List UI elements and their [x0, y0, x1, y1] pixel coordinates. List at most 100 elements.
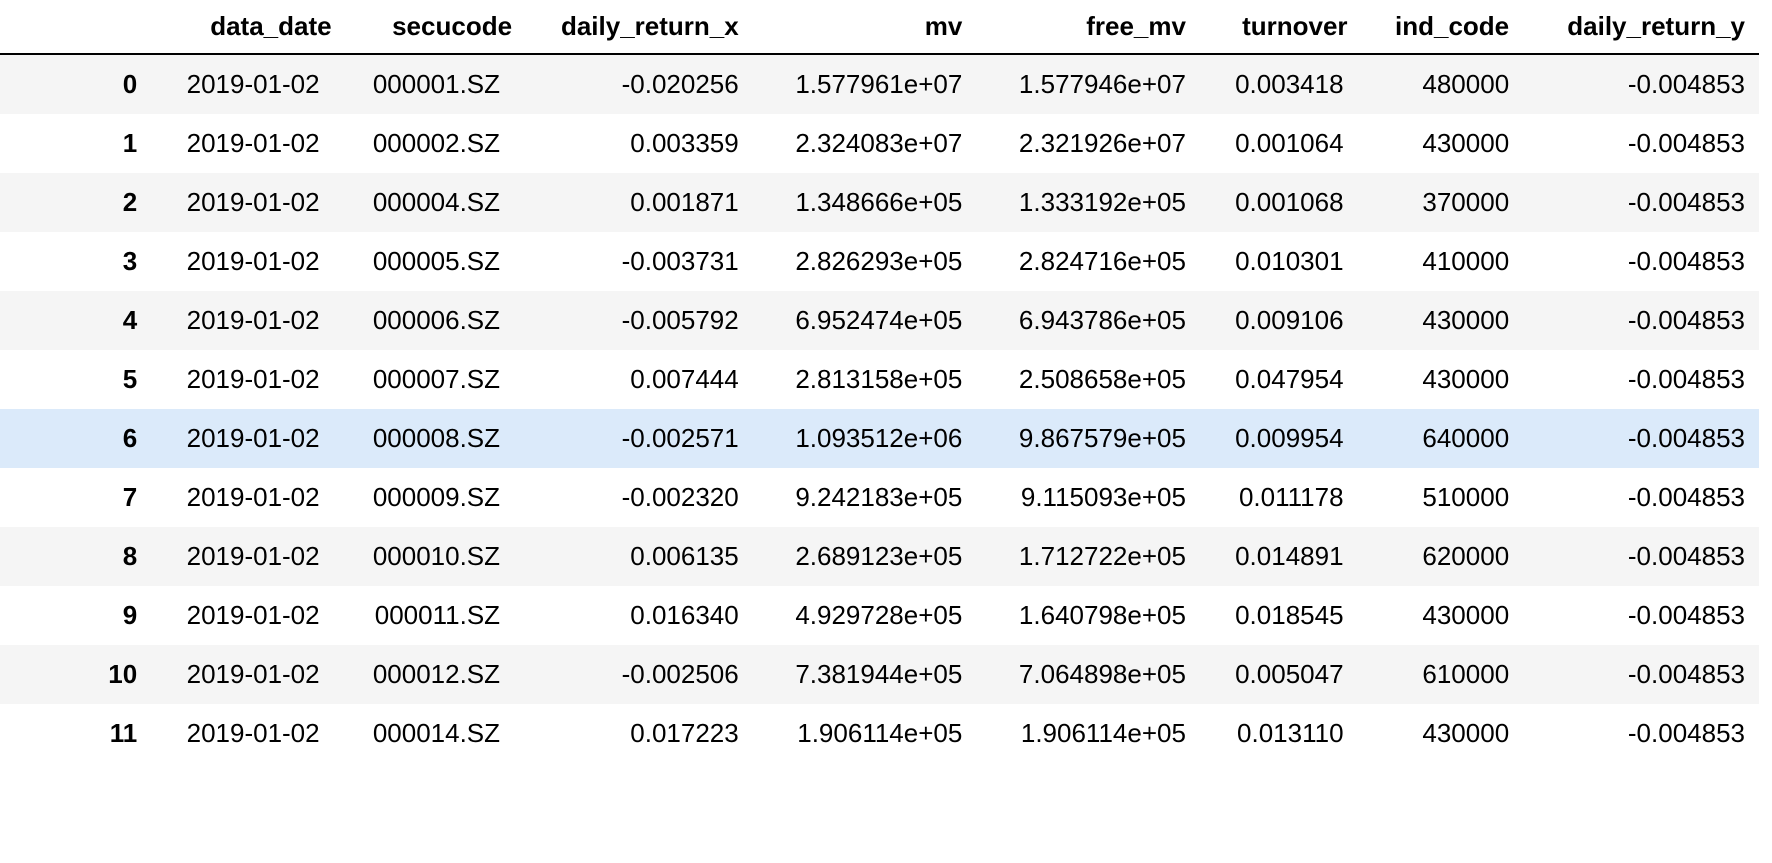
cell-index: 7 — [122, 482, 138, 512]
cell-daily-return-y: -0.004853 — [1627, 541, 1745, 571]
cell-free-mv: 9.867579e+05 — [1018, 423, 1186, 453]
cell-ind-code: 480000 — [1422, 69, 1510, 99]
cell-mv: 1.348666e+05 — [795, 187, 963, 217]
cell-index: 11 — [109, 718, 138, 748]
cell-secucode: 000008.SZ — [372, 423, 501, 453]
cell-ind-code: 610000 — [1422, 659, 1510, 689]
table-row[interactable]: 0 2019-01-02 000001.SZ -0.020256 1.577961e+0… — [0, 54, 1759, 114]
cell-free-mv: 2.824716e+05 — [1018, 246, 1186, 276]
cell-daily-return-y: -0.004853 — [1627, 128, 1745, 158]
cell-daily-return-x: -0.003731 — [621, 246, 739, 276]
cell-free-mv: 2.508658e+05 — [1018, 364, 1186, 394]
cell-daily-return-y: -0.004853 — [1627, 659, 1745, 689]
cell-free-mv: 1.333192e+05 — [1018, 187, 1186, 217]
cell-data-date: 2019-01-02 — [186, 659, 320, 689]
cell-secucode: 000007.SZ — [372, 364, 501, 394]
cell-daily-return-x: 0.003359 — [630, 128, 739, 158]
table-row[interactable]: 11 2019-01-02 000014.SZ 0.017223 1.906114e+0… — [0, 704, 1759, 763]
cell-turnover: 0.009106 — [1235, 305, 1344, 335]
cell-index: 3 — [122, 246, 138, 276]
header-daily-return-x: daily_return_x — [518, 0, 753, 55]
cell-daily-return-x: 0.016340 — [630, 600, 739, 630]
cell-index: 9 — [122, 600, 138, 630]
cell-ind-code: 430000 — [1422, 600, 1510, 630]
cell-turnover: 0.009954 — [1235, 423, 1344, 453]
table-row[interactable]: 5 2019-01-02 000007.SZ 0.007444 2.813158e+05… — [0, 350, 1759, 409]
cell-data-date: 2019-01-02 — [186, 128, 320, 158]
cell-daily-return-x: 0.007444 — [630, 364, 739, 394]
table-body: 0 2019-01-02 000001.SZ -0.020256 1.577961e+0… — [0, 54, 1759, 763]
cell-daily-return-y: -0.004853 — [1627, 423, 1745, 453]
table-row[interactable]: 9 2019-01-02 000011.SZ 0.016340 4.929728e+05… — [0, 586, 1759, 645]
cell-data-date: 2019-01-02 — [186, 423, 320, 453]
cell-free-mv: 6.943786e+05 — [1018, 305, 1186, 335]
cell-free-mv: 2.321926e+07 — [1018, 128, 1186, 158]
cell-free-mv: 1.712722e+05 — [1018, 541, 1186, 571]
cell-daily-return-x: -0.002571 — [621, 423, 739, 453]
table-row[interactable]: 4 2019-01-02 000006.SZ -0.005792 6.952474e+0… — [0, 291, 1759, 350]
table-row[interactable]: 3 2019-01-02 000005.SZ -0.003731 2.826293e+0… — [0, 232, 1759, 291]
cell-turnover: 0.011178 — [1238, 482, 1344, 512]
cell-turnover: 0.005047 — [1235, 659, 1344, 689]
cell-secucode: 000012.SZ — [372, 659, 501, 689]
cell-turnover: 0.047954 — [1235, 364, 1344, 394]
cell-free-mv: 1.906114e+05 — [1020, 718, 1186, 748]
cell-mv: 6.952474e+05 — [795, 305, 963, 335]
cell-daily-return-y: -0.004853 — [1627, 364, 1745, 394]
table-row[interactable]: 8 2019-01-02 000010.SZ 0.006135 2.689123e+05… — [0, 527, 1759, 586]
cell-mv: 7.381944e+05 — [795, 659, 963, 689]
cell-daily-return-y: -0.004853 — [1627, 69, 1745, 99]
table-header: data_date secucode daily_return_x mv fre… — [0, 0, 1759, 55]
cell-free-mv: 7.064898e+05 — [1018, 659, 1186, 689]
cell-mv: 1.906114e+05 — [797, 718, 963, 748]
header-mv: mv — [752, 0, 977, 55]
header-ind-code: ind_code — [1361, 0, 1524, 55]
cell-secucode: 000006.SZ — [372, 305, 501, 335]
table-row[interactable]: 1 2019-01-02 000002.SZ 0.003359 2.324083e+07… — [0, 114, 1759, 173]
dataframe-table: data_date secucode daily_return_x mv fre… — [0, 0, 1759, 763]
cell-turnover: 0.014891 — [1235, 541, 1344, 571]
cell-data-date: 2019-01-02 — [186, 305, 320, 335]
cell-daily-return-x: -0.020256 — [621, 69, 739, 99]
cell-turnover: 0.018545 — [1235, 600, 1344, 630]
cell-mv: 9.242183e+05 — [795, 482, 963, 512]
cell-free-mv: 1.577946e+07 — [1018, 69, 1186, 99]
cell-mv: 2.813158e+05 — [795, 364, 963, 394]
cell-daily-return-x: -0.002506 — [621, 659, 739, 689]
header-row: data_date secucode daily_return_x mv fre… — [0, 0, 1759, 55]
header-data-date: data_date — [147, 0, 338, 55]
cell-index: 10 — [108, 659, 138, 689]
cell-index: 8 — [122, 541, 138, 571]
cell-free-mv: 9.115093e+05 — [1020, 482, 1186, 512]
cell-daily-return-x: 0.017223 — [630, 718, 739, 748]
table-row[interactable]: 10 2019-01-02 000012.SZ -0.002506 7.381944e+… — [0, 645, 1759, 704]
cell-daily-return-y: -0.004853 — [1627, 482, 1745, 512]
header-turnover: turnover — [1199, 0, 1362, 55]
cell-index: 4 — [122, 305, 138, 335]
cell-turnover: 0.001064 — [1235, 128, 1344, 158]
table-row[interactable]: 2 2019-01-02 000004.SZ 0.001871 1.348666e+05… — [0, 173, 1759, 232]
cell-data-date: 2019-01-02 — [186, 541, 320, 571]
cell-ind-code: 430000 — [1422, 364, 1510, 394]
cell-data-date: 2019-01-02 — [186, 600, 320, 630]
header-daily-return-y: daily_return_y — [1523, 0, 1759, 55]
cell-mv: 1.093512e+06 — [795, 423, 963, 453]
cell-daily-return-x: -0.002320 — [621, 482, 739, 512]
cell-ind-code: 430000 — [1422, 718, 1510, 748]
header-secucode: secucode — [337, 0, 519, 55]
cell-data-date: 2019-01-02 — [186, 187, 320, 217]
table-row[interactable]: 6 2019-01-02 000008.SZ -0.002571 1.093512e+0… — [0, 409, 1759, 468]
cell-mv: 2.826293e+05 — [795, 246, 963, 276]
header-free-mv: free_mv — [976, 0, 1200, 55]
cell-turnover: 0.003418 — [1235, 69, 1344, 99]
cell-secucode: 000009.SZ — [372, 482, 501, 512]
cell-ind-code: 620000 — [1422, 541, 1510, 571]
cell-secucode: 000014.SZ — [372, 718, 501, 748]
cell-secucode: 000002.SZ — [372, 128, 501, 158]
cell-daily-return-x: -0.005792 — [621, 305, 739, 335]
cell-daily-return-y: -0.004853 — [1627, 187, 1745, 217]
cell-ind-code: 430000 — [1422, 128, 1510, 158]
cell-index: 5 — [122, 364, 138, 394]
table-row[interactable]: 7 2019-01-02 000009.SZ -0.002320 9.242183e+0… — [0, 468, 1759, 527]
cell-data-date: 2019-01-02 — [186, 69, 320, 99]
